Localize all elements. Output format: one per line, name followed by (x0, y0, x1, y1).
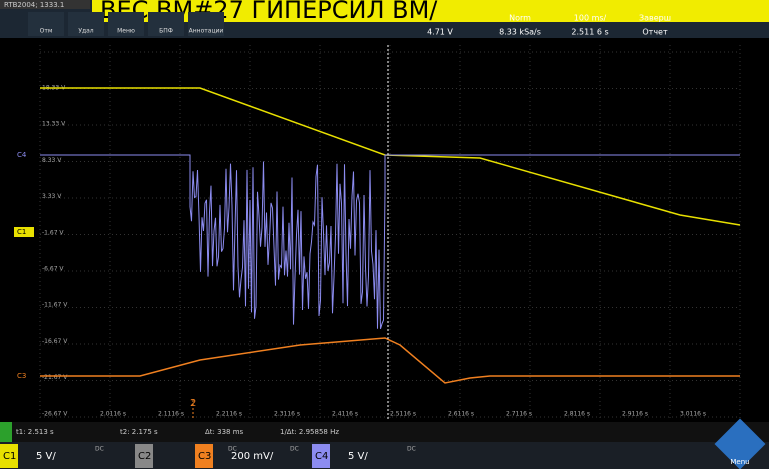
cursor-icon (0, 422, 12, 442)
channel-box[interactable] (135, 444, 153, 468)
x-label: 2.1116 s (158, 411, 184, 418)
x-label: 2.2116 s (216, 411, 242, 418)
grid: 18.33 V13.33 V8.33 V3.33 V-1.67 V-6.67 V… (14, 45, 741, 420)
waveform-c1 (40, 87, 741, 226)
channel-marker: C1 (17, 228, 26, 236)
toolbar: Отм Удал Меню БПФ Аннотации (28, 12, 224, 36)
channel-marker: C3 (17, 372, 26, 380)
waveform-c3 (40, 337, 740, 384)
trigger-timebase: 100 ms/ (574, 14, 607, 23)
t2: t2: 2.175 s (120, 428, 158, 436)
y-label: 13.33 V (42, 121, 66, 128)
cursor-bar (0, 422, 769, 442)
channel-scale: 5 V/ (348, 451, 368, 462)
x-label: 2.3116 s (274, 411, 300, 418)
channel-coupling: DC (95, 446, 104, 453)
channel-marker: C4 (17, 151, 27, 159)
trigger-report[interactable]: Отчет (642, 28, 668, 37)
menu-icon[interactable] (714, 418, 766, 469)
channel-box[interactable] (312, 444, 330, 468)
channel-name[interactable]: C3 (198, 451, 211, 462)
tool-button[interactable] (28, 12, 64, 36)
tool-button[interactable] (148, 12, 184, 36)
trigger-level: 4.71 V (427, 28, 453, 37)
channel-coupling: DC (290, 446, 299, 453)
y-label: -21.67 V (42, 374, 68, 381)
channel-marker-bg (14, 227, 34, 237)
trigger-position: 2.511 6 s (571, 28, 608, 37)
waveform-c4 (40, 154, 740, 330)
channel-scale: 5 V/ (36, 451, 56, 462)
tool-label[interactable]: Отм (40, 28, 53, 35)
trigger-state: Заверш (639, 14, 671, 23)
trigger-mode: Norm (509, 14, 531, 23)
tool-button[interactable] (108, 12, 144, 36)
y-label: 3.33 V (42, 193, 62, 200)
x-label: 3.0116 s (680, 411, 706, 418)
y-label: -26.67 V (42, 410, 68, 417)
dt: Δt: 338 ms (205, 428, 244, 436)
tool-button[interactable] (188, 12, 224, 36)
y-label: -16.67 V (42, 338, 68, 345)
x-label: 2.6116 s (448, 411, 474, 418)
t1: t1: 2.513 s (16, 428, 54, 436)
tool-label[interactable]: Аннотации (189, 28, 224, 35)
tool-label[interactable]: БПФ (159, 28, 173, 35)
device-box (0, 0, 90, 9)
cursor-marker: 2 (190, 398, 196, 409)
trigger-panel: Norm 100 ms/Заверш 4.71 V 8.33 kSa/s 2.511 6… (427, 14, 671, 37)
tool-button[interactable] (68, 12, 104, 36)
x-label: 2.9116 s (622, 411, 648, 418)
y-label: 8.33 V (42, 157, 62, 164)
menu[interactable]: Menu (730, 458, 749, 466)
x-label: 2.7116 s (506, 411, 532, 418)
channel-name[interactable]: C2 (138, 451, 151, 462)
x-label: 2.4116 s (332, 411, 358, 418)
channel-name[interactable]: C4 (315, 451, 328, 462)
banner-bg (92, 0, 769, 22)
channel-coupling: DC (228, 446, 237, 453)
tool-label[interactable]: Меню (117, 28, 135, 35)
channel-scale: 200 mV/ (231, 451, 274, 462)
y-label: -11.67 V (42, 302, 68, 309)
x-label: 2.5116 s (390, 411, 416, 418)
device: RTB2004; 1333.1 (4, 1, 64, 9)
channel-box[interactable] (0, 444, 18, 468)
y-label: -6.67 V (42, 266, 64, 273)
channels: C1 5 V/DC C2 DC C3 200 mV/DC C4 5 V/DC (0, 444, 416, 468)
x-label: 2.8116 s (564, 411, 590, 418)
tool-label[interactable]: Удал (78, 28, 93, 35)
x-label: 2.0116 s (100, 411, 126, 418)
channel-bar (0, 442, 769, 469)
y-label: -1.67 V (42, 229, 64, 236)
trigger-rate: 8.33 kSa/s (499, 28, 541, 37)
inv-dt: 1/Δt: 2.95858 Hz (280, 428, 339, 436)
channel-box[interactable] (195, 444, 213, 468)
channel-name[interactable]: C1 (3, 451, 16, 462)
channel-coupling: DC (407, 446, 416, 453)
